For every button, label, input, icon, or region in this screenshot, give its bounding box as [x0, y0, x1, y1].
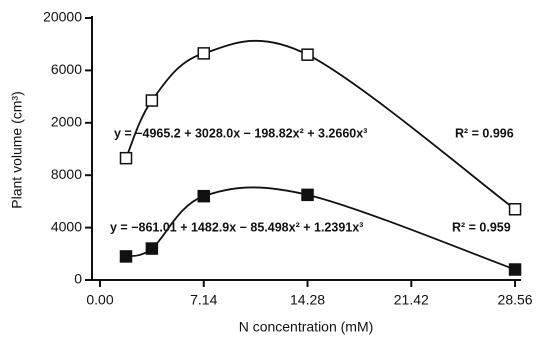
x-tick-label: 7.14: [190, 292, 217, 308]
y-tick-label: 2000: [51, 114, 82, 130]
data-point: [508, 263, 522, 276]
y-axis-label: Plant volume (cm³): [9, 91, 25, 208]
x-tick-label: 21.42: [394, 292, 429, 308]
equation: y = −861.01 + 1482.9x − 85.498x² + 1.239…: [110, 220, 363, 234]
r-squared: R² = 0.959: [452, 220, 511, 234]
data-point: [301, 48, 314, 61]
equation: y = −4965.2 + 3028.0x − 198.82x² + 3.266…: [114, 126, 367, 140]
data-point: [145, 242, 159, 255]
x-axis-label: N concentration (mM): [239, 319, 374, 335]
y-tick-label: 4000: [51, 218, 82, 234]
y-tick-label: 6000: [51, 61, 82, 77]
x-tick-label: 14.28: [290, 292, 325, 308]
data-point: [119, 151, 133, 165]
data-point: [508, 203, 522, 216]
r-squared: R² = 0.996: [455, 126, 514, 140]
data-point: [301, 188, 314, 202]
data-point: [145, 94, 159, 107]
data-point: [119, 250, 133, 263]
data-point: [197, 47, 211, 60]
x-tick-label: 28.56: [498, 292, 533, 308]
y-tick-label: 20000: [43, 9, 82, 25]
x-tick-label: 0.00: [86, 292, 113, 308]
y-tick-label: 8000: [51, 166, 82, 182]
y-tick-label: 0: [74, 271, 82, 287]
data-point: [197, 189, 211, 203]
fit-curve: [125, 39, 516, 210]
